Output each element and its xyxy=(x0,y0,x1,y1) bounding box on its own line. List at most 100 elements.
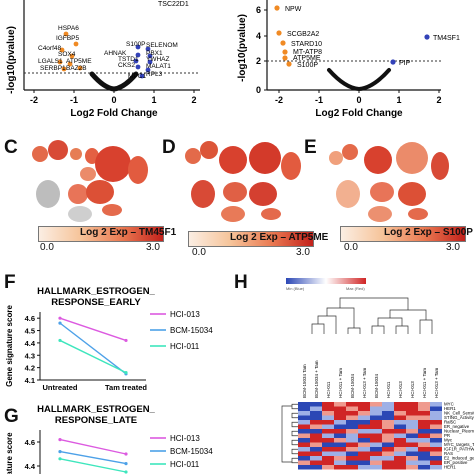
heatmap-cell xyxy=(394,465,406,470)
panel-f-xtick-label: Untreated xyxy=(42,383,77,392)
heatmap-cell xyxy=(334,456,346,461)
colorbar-d-min: 0.0 xyxy=(192,247,206,258)
svg-text:PBX1: PBX1 xyxy=(146,50,163,57)
heatmap-cell xyxy=(310,447,322,452)
heatmap-cell xyxy=(346,442,358,447)
heatmap-legend-bar xyxy=(286,278,366,284)
colorbar-e-max: 3.0 xyxy=(446,242,460,253)
heatmap-cell xyxy=(358,420,370,425)
panel-f-letter: F xyxy=(4,272,16,293)
heatmap-row-label: STING_Activity xyxy=(444,415,474,420)
heatmap-cell xyxy=(394,460,406,465)
heatmap-row-label: Myc xyxy=(444,438,453,443)
svg-text:6: 6 xyxy=(256,5,261,15)
heatmap-cell xyxy=(430,429,442,434)
heatmap-cell xyxy=(322,456,334,461)
panel-f-point xyxy=(58,338,62,343)
heatmap-column-label: BCM-15034 xyxy=(374,373,379,398)
heatmap-cell xyxy=(406,460,418,465)
heatmap-cell xyxy=(358,447,370,452)
panel-f-y-ticks: 4.1 4.2 4.3 4.4 4.5 4.6 xyxy=(25,314,40,385)
svg-text:TSTD1: TSTD1 xyxy=(118,56,139,63)
heatmap-row-label: RAS xyxy=(444,451,453,456)
heatmap-cell xyxy=(418,402,430,407)
heatmap-cell xyxy=(406,429,418,434)
heatmap-cell xyxy=(382,460,394,465)
svg-text:SOX4: SOX4 xyxy=(58,51,76,58)
panel-a-xtick: 0 xyxy=(111,95,116,105)
heatmap-cell xyxy=(310,460,322,465)
panel-b-down-genes xyxy=(274,5,292,67)
heatmap-cell xyxy=(430,420,442,425)
heatmap-cell xyxy=(394,429,406,434)
panel-g-point xyxy=(124,462,128,466)
umap-d-caption: Log 2 Exp – ATP5ME xyxy=(230,232,329,243)
heatmap-row-label: Ral5C xyxy=(444,420,456,425)
svg-text:CKS2: CKS2 xyxy=(118,62,135,69)
heatmap-cell xyxy=(370,438,382,443)
heatmap-row-label: PR xyxy=(444,433,450,438)
svg-text:TM4SF1: TM4SF1 xyxy=(433,35,460,42)
heatmap-cell xyxy=(358,415,370,420)
panel-f-series-line xyxy=(59,322,127,375)
heatmap-cell xyxy=(430,424,442,429)
svg-text:NPW: NPW xyxy=(285,6,302,13)
svg-text:MALAT1: MALAT1 xyxy=(146,63,171,70)
heatmap-cell xyxy=(418,447,430,452)
colorbar-c-min: 0.0 xyxy=(40,242,54,253)
svg-text:RPL3: RPL3 xyxy=(146,71,163,78)
heatmap-cell xyxy=(310,442,322,447)
heatmap-cell xyxy=(334,442,346,447)
panel-f-title-line2: RESPONSE_EARLY xyxy=(51,297,141,308)
panel-a-xtick: 2 xyxy=(191,95,196,105)
heatmap-row-label: NK_Cell_Sensitive_Mesenchymal xyxy=(444,411,474,416)
panel-b-x-ticks: -2 -1 0 1 2 xyxy=(275,90,442,105)
panel-h-letter: H xyxy=(234,272,248,293)
heatmap-cell xyxy=(322,447,334,452)
heatmap-row-branch xyxy=(291,457,298,464)
panel-g-legend-label: HCI-011 xyxy=(170,460,200,469)
panel-g-chart: HALLMARK_ESTROGEN_ RESPONSE_LATE ature s… xyxy=(5,404,213,474)
heatmap-cell xyxy=(298,429,310,434)
heatmap-cell xyxy=(370,406,382,411)
heatmap-cell xyxy=(370,465,382,470)
heatmap-cell xyxy=(358,406,370,411)
heatmap-cell xyxy=(370,451,382,456)
umap-e xyxy=(329,142,449,222)
panel-f-ytick-label: 4.1 xyxy=(25,376,35,385)
heatmap-cell xyxy=(310,406,322,411)
heatmap-cell xyxy=(418,442,430,447)
heatmap-cell xyxy=(322,424,334,429)
svg-text:-2: -2 xyxy=(275,95,283,105)
heatmap-row-branch xyxy=(291,403,298,410)
svg-text:BAZ2B: BAZ2B xyxy=(66,65,87,72)
heatmap-cell xyxy=(382,424,394,429)
heatmap-cell xyxy=(334,465,346,470)
panel-g-series-line xyxy=(59,458,127,473)
heatmap-cell xyxy=(382,451,394,456)
heatmap-cell xyxy=(334,411,346,416)
heatmap-cell xyxy=(394,415,406,420)
heatmap-cell xyxy=(418,460,430,465)
heatmap-cell xyxy=(406,402,418,407)
heatmap-cell xyxy=(430,406,442,411)
panel-g-point xyxy=(124,452,128,456)
panel-f-x-ticks: Untreated Tam treated xyxy=(42,383,147,392)
heatmap-cell xyxy=(418,465,430,470)
heatmap-cell xyxy=(358,433,370,438)
heatmap-column-label: HCI-011 xyxy=(326,381,331,398)
heatmap-cell xyxy=(322,442,334,447)
heatmap-row-label: HER1 xyxy=(444,406,456,411)
heatmap-column-label: BCM-15034 + Tam xyxy=(314,360,319,398)
panel-g-title-line1: HALLMARK_ESTROGEN_ xyxy=(37,404,155,415)
heatmap-cell xyxy=(334,424,346,429)
svg-text:2: 2 xyxy=(256,56,261,66)
heatmap-cell xyxy=(298,442,310,447)
heatmap-cell xyxy=(310,402,322,407)
panel-g-legend-label: BCM-15034 xyxy=(170,447,213,456)
heatmap-column-label: HCI-013 xyxy=(410,381,415,398)
heatmap-cell xyxy=(382,415,394,420)
panel-a-xtick: -1 xyxy=(70,95,78,105)
panel-a-xlabel: Log2 Fold Change xyxy=(70,108,158,119)
heatmap-cell xyxy=(334,406,346,411)
